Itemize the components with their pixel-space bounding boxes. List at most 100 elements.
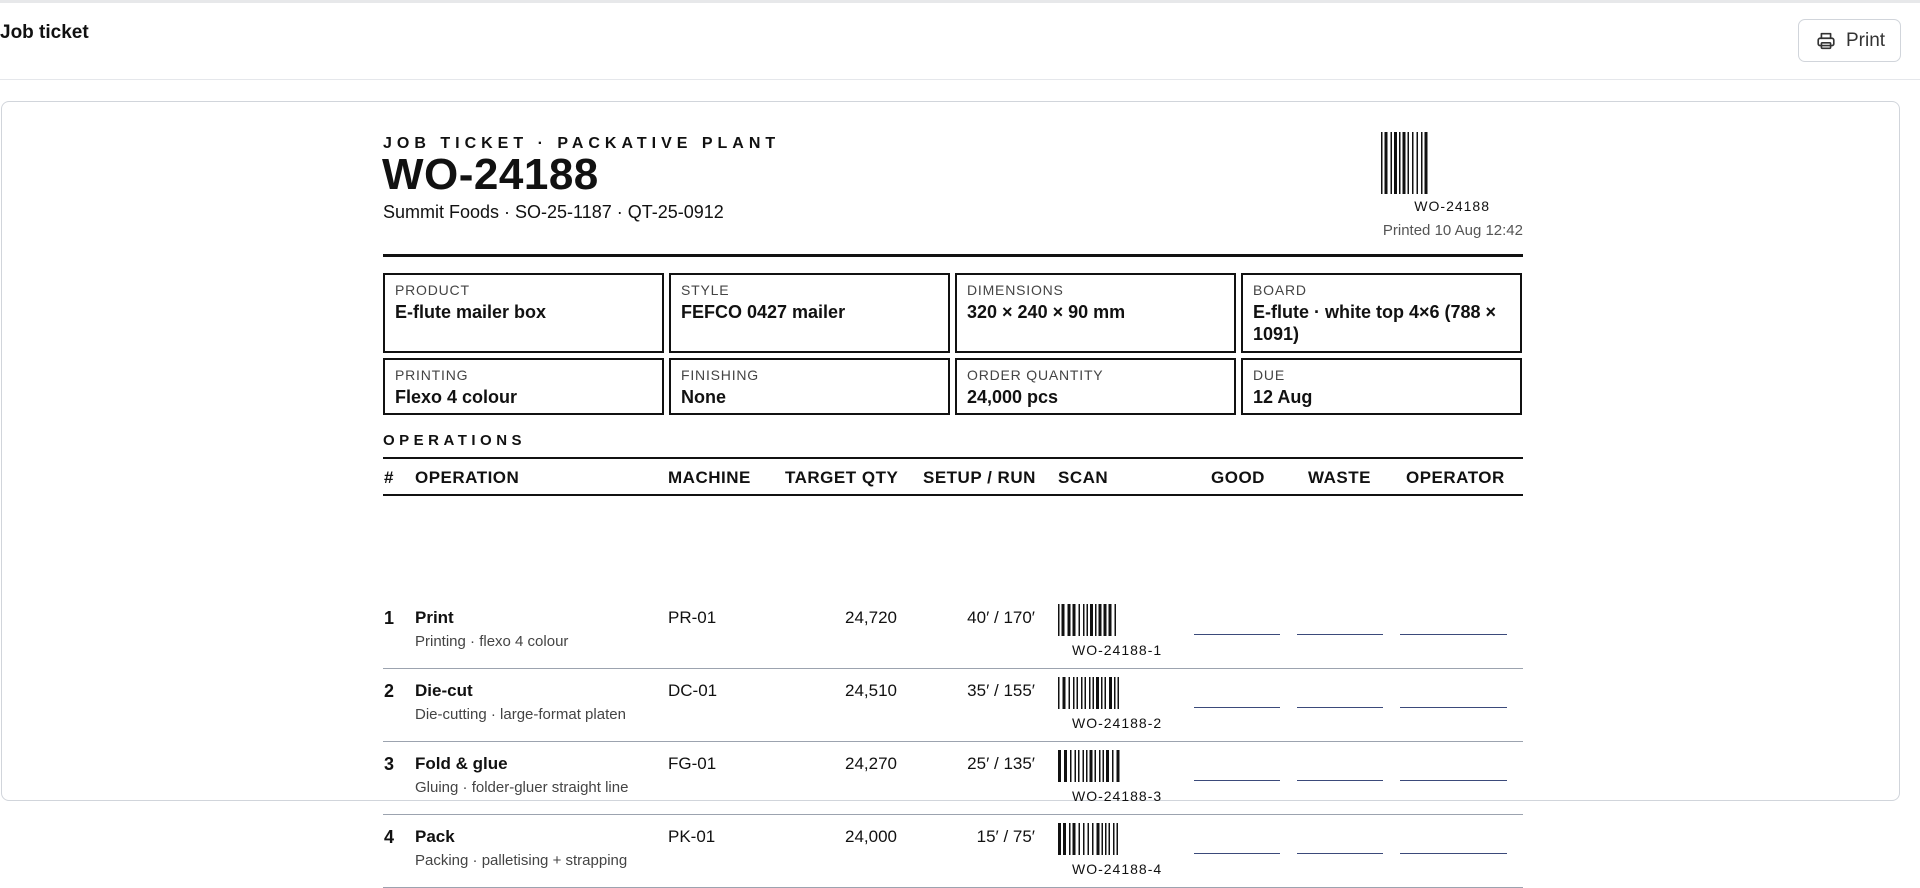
col-header-operation: OPERATION <box>415 468 520 487</box>
barcode-bar <box>1078 823 1080 855</box>
spec-finishing: FINISHING None <box>669 358 950 415</box>
barcode-bar <box>1421 132 1423 194</box>
barcode-bar <box>1381 132 1383 194</box>
barcode-bar <box>1089 677 1091 709</box>
barcode-bar <box>1109 677 1112 709</box>
barcode-bar <box>1067 604 1071 636</box>
spec-label: DUE <box>1253 367 1285 383</box>
spec-value: 24,000 pcs <box>967 387 1059 407</box>
order-references: Summit Foods · SO-25-1187 · QT-25-0912 <box>383 202 724 222</box>
ticket-eyebrow: JOB TICKET · PACKATIVE PLANT <box>383 135 781 152</box>
operation-description: Die-cutting · large-format platen <box>415 706 626 723</box>
operator-entry-line[interactable] <box>1400 780 1507 781</box>
barcode-bar <box>1105 823 1107 855</box>
barcode-bar <box>1064 750 1067 782</box>
good-entry-line[interactable] <box>1194 634 1280 635</box>
barcode-bar <box>1078 750 1080 782</box>
operation-machine: FG-01 <box>668 754 717 773</box>
barcode-bar <box>1087 823 1089 855</box>
col-header-good: GOOD <box>1211 468 1265 487</box>
barcode-bar <box>1102 750 1104 782</box>
operator-entry-line[interactable] <box>1400 634 1507 635</box>
waste-entry-line[interactable] <box>1297 634 1383 635</box>
spec-label: PRODUCT <box>395 282 470 298</box>
operation-description: Packing · palletising + strapping <box>415 852 628 869</box>
waste-entry-line[interactable] <box>1297 780 1383 781</box>
waste-entry-line[interactable] <box>1297 707 1383 708</box>
barcode-code: WO-24188 <box>1414 198 1490 214</box>
operator-entry-line[interactable] <box>1400 853 1507 854</box>
operations-top-rule <box>383 457 1523 459</box>
barcode-bar <box>1058 750 1061 782</box>
operation-name: Print <box>415 608 454 627</box>
barcode-bar <box>1094 750 1096 782</box>
page-title: Job ticket <box>0 22 89 43</box>
barcode-bar <box>1099 750 1101 782</box>
good-entry-line[interactable] <box>1194 853 1280 854</box>
barcode-bar <box>1394 132 1397 194</box>
spec-label: STYLE <box>681 282 730 298</box>
good-entry-line[interactable] <box>1194 707 1280 708</box>
operation-name: Fold & glue <box>415 754 508 773</box>
work-order-barcode <box>1381 132 1428 194</box>
spec-label: ORDER QUANTITY <box>967 367 1104 383</box>
barcode-bar <box>1116 823 1118 855</box>
operation-number: 3 <box>384 754 395 774</box>
col-header-scan: SCAN <box>1058 468 1109 487</box>
operation-description: Gluing · folder-gluer straight line <box>415 779 629 796</box>
col-header-num: # <box>384 468 394 487</box>
barcode-bar <box>1108 604 1112 636</box>
waste-entry-line[interactable] <box>1297 853 1383 854</box>
barcode-bar <box>1058 823 1061 855</box>
barcode-bar <box>1098 604 1102 636</box>
spec-label: DIMENSIONS <box>967 282 1064 298</box>
barcode-bar <box>1068 677 1070 709</box>
barcode-bar <box>1106 750 1109 782</box>
operation-barcode <box>1058 677 1119 709</box>
operations-title: OPERATIONS <box>383 432 527 449</box>
barcode-bar <box>1070 750 1072 782</box>
barcode-bar <box>1390 132 1392 194</box>
operation-barcode <box>1058 750 1120 782</box>
barcode-bar <box>1424 132 1428 194</box>
barcode-bar <box>1062 677 1066 709</box>
barcode-bar <box>1073 677 1075 709</box>
spec-value: E-flute · white top 4×6 (788 × 1091) <box>1253 302 1497 344</box>
barcode-bar <box>1061 604 1065 636</box>
col-header-operator: OPERATOR <box>1406 468 1505 487</box>
barcode-bar <box>1072 823 1076 855</box>
top-border <box>0 0 1920 3</box>
spec-label: FINISHING <box>681 367 759 383</box>
spec-style: STYLE FEFCO 0427 mailer <box>669 273 950 353</box>
operation-row: 2 Die-cut Die-cutting · large-format pla… <box>383 669 1523 742</box>
barcode-bar <box>1092 823 1094 855</box>
barcode-bar <box>1416 132 1418 194</box>
good-entry-line[interactable] <box>1194 780 1280 781</box>
operation-setup-run: 15′ / 75′ <box>976 827 1035 846</box>
operator-entry-line[interactable] <box>1400 707 1507 708</box>
barcode-bar <box>1114 677 1116 709</box>
operation-name: Pack <box>415 827 455 846</box>
barcode-bar <box>1096 677 1099 709</box>
barcode-bar <box>1114 604 1116 636</box>
spec-value: E-flute mailer box <box>395 302 547 322</box>
print-button-label: Print <box>1846 29 1886 51</box>
col-header-setup-run: SETUP / RUN <box>923 468 1036 487</box>
operation-code: WO-24188-2 <box>1072 715 1163 731</box>
barcode-bar <box>1063 823 1066 855</box>
barcode-bar <box>1078 604 1080 636</box>
spec-due: DUE 12 Aug <box>1241 358 1522 415</box>
barcode-bar <box>1407 132 1409 194</box>
col-header-waste: WASTE <box>1308 468 1371 487</box>
operation-number: 1 <box>384 608 395 628</box>
operation-number: 2 <box>384 681 395 701</box>
operation-target-qty: 24,000 <box>845 827 897 846</box>
page-header: Job ticket Print <box>0 3 1920 80</box>
operation-code: WO-24188-1 <box>1072 642 1163 658</box>
operation-row: 1 Print Printing · flexo 4 colour PR-01 … <box>383 596 1523 669</box>
barcode-bar <box>1086 604 1088 636</box>
spec-order-quantity: ORDER QUANTITY 24,000 pcs <box>955 358 1236 415</box>
operation-description: Printing · flexo 4 colour <box>415 633 569 650</box>
print-button[interactable]: Print <box>1798 19 1901 62</box>
spec-product: PRODUCT E-flute mailer box <box>383 273 664 353</box>
